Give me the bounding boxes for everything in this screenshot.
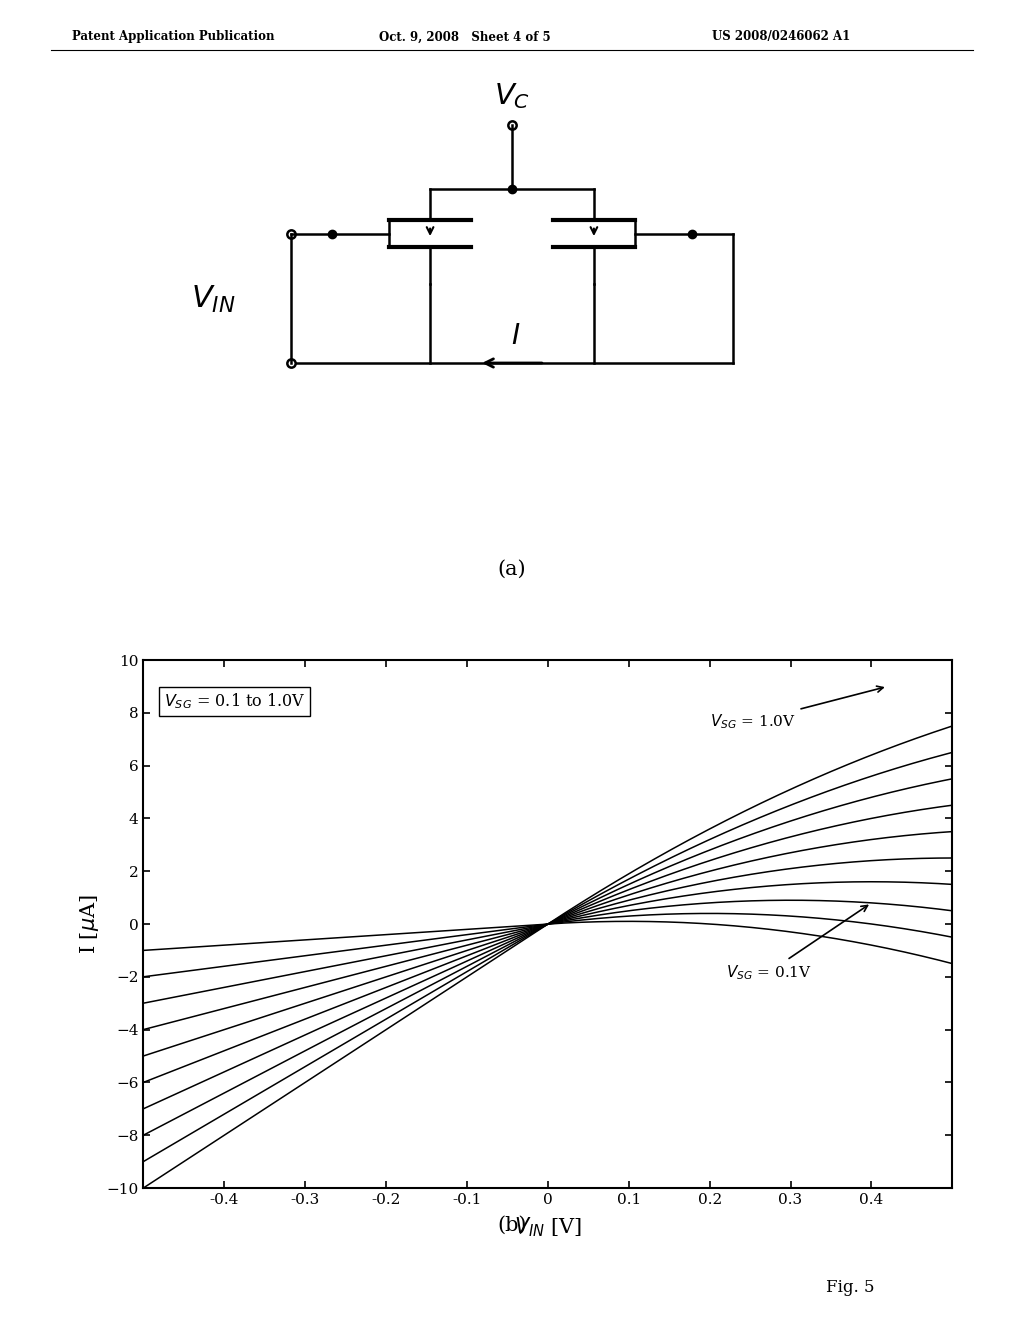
X-axis label: $V_{IN}$ [V]: $V_{IN}$ [V] <box>514 1216 582 1238</box>
Text: (a): (a) <box>498 560 526 578</box>
Text: $V_{IN}$: $V_{IN}$ <box>190 284 236 315</box>
Text: US 2008/0246062 A1: US 2008/0246062 A1 <box>712 30 850 44</box>
Text: $I$: $I$ <box>511 323 521 350</box>
Text: Oct. 9, 2008   Sheet 4 of 5: Oct. 9, 2008 Sheet 4 of 5 <box>379 30 551 44</box>
Text: $V_{SG}$ = 0.1V: $V_{SG}$ = 0.1V <box>726 906 867 982</box>
Text: Fig. 5: Fig. 5 <box>825 1279 874 1295</box>
Text: $V_{SG}$ = 1.0V: $V_{SG}$ = 1.0V <box>710 686 883 731</box>
Text: $V_C$: $V_C$ <box>494 82 530 111</box>
Y-axis label: I [$\mu$A]: I [$\mu$A] <box>78 894 100 954</box>
Text: $V_{SG}$ = 0.1 to 1.0V: $V_{SG}$ = 0.1 to 1.0V <box>164 692 305 711</box>
Text: (b): (b) <box>498 1216 526 1234</box>
Text: Patent Application Publication: Patent Application Publication <box>72 30 274 44</box>
